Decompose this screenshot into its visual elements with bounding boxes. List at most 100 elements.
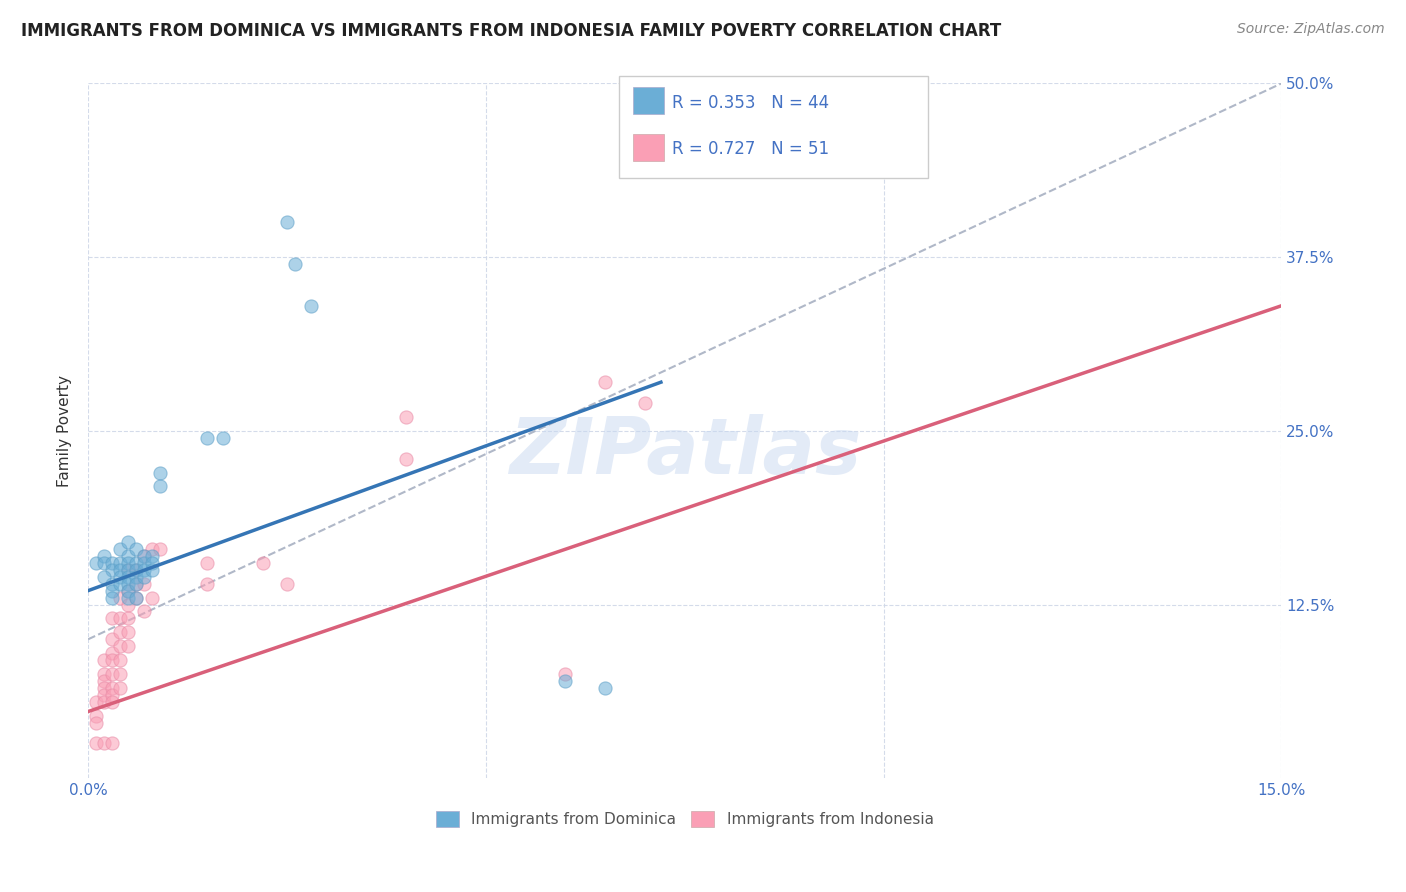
Point [117,639,139,653]
Point [197,576,219,591]
Point [101,611,124,625]
Point [117,576,139,591]
Point [125,563,148,577]
Point [117,591,139,605]
Text: R = 0.353   N = 44: R = 0.353 N = 44 [672,94,830,112]
Point [125,556,148,570]
Point [132,576,155,591]
Point [108,563,131,577]
Point [117,583,139,598]
Point [101,695,124,709]
Point [93,695,115,709]
Text: Source: ZipAtlas.com: Source: ZipAtlas.com [1237,22,1385,37]
Point [125,541,148,556]
Point [141,591,163,605]
Point [108,570,131,584]
Point [125,563,148,577]
Point [101,646,124,660]
Point [125,591,148,605]
Point [108,653,131,667]
Point [141,563,163,577]
Point [117,549,139,563]
Point [395,451,418,466]
Y-axis label: Family Poverty: Family Poverty [58,375,72,487]
Point [117,598,139,612]
Point [299,299,322,313]
Point [117,583,139,598]
Point [554,667,576,681]
Point [93,570,115,584]
Point [101,737,124,751]
Point [101,563,124,577]
Point [108,611,131,625]
Point [593,681,616,695]
Point [101,653,124,667]
Point [125,576,148,591]
Point [93,653,115,667]
Point [84,715,107,730]
Point [117,611,139,625]
Point [93,681,115,695]
Point [212,431,235,445]
Text: IMMIGRANTS FROM DOMINICA VS IMMIGRANTS FROM INDONESIA FAMILY POVERTY CORRELATION: IMMIGRANTS FROM DOMINICA VS IMMIGRANTS F… [21,22,1001,40]
Point [117,625,139,640]
Point [108,591,131,605]
Point [132,605,155,619]
Point [101,583,124,598]
Point [141,549,163,563]
Point [117,563,139,577]
Point [125,591,148,605]
Point [93,556,115,570]
Point [117,556,139,570]
Point [108,639,131,653]
Point [101,681,124,695]
Point [276,576,298,591]
Point [132,549,155,563]
Point [141,541,163,556]
Point [108,541,131,556]
Point [93,737,115,751]
Point [108,625,131,640]
Point [117,563,139,577]
Point [276,215,298,229]
Point [101,688,124,702]
Point [108,576,131,591]
Point [149,479,172,493]
Point [554,673,576,688]
Point [284,257,307,271]
Point [125,576,148,591]
Point [101,591,124,605]
Point [84,695,107,709]
Point [132,549,155,563]
Legend: Immigrants from Dominica, Immigrants from Indonesia: Immigrants from Dominica, Immigrants fro… [430,805,939,833]
Point [197,431,219,445]
Point [84,708,107,723]
Point [149,541,172,556]
Point [252,556,274,570]
Point [84,737,107,751]
Point [395,409,418,424]
Point [197,556,219,570]
Point [125,570,148,584]
Text: ZIPatlas: ZIPatlas [509,414,860,490]
Point [101,632,124,647]
Point [132,570,155,584]
Point [634,396,657,410]
Point [93,673,115,688]
Point [93,549,115,563]
Point [117,570,139,584]
Point [117,535,139,549]
Point [108,556,131,570]
Point [101,576,124,591]
Point [101,667,124,681]
Point [108,667,131,681]
Point [132,563,155,577]
Point [593,375,616,389]
Point [108,681,131,695]
Point [93,688,115,702]
Point [84,556,107,570]
Point [149,466,172,480]
Point [101,556,124,570]
Point [93,667,115,681]
Text: R = 0.727   N = 51: R = 0.727 N = 51 [672,140,830,158]
